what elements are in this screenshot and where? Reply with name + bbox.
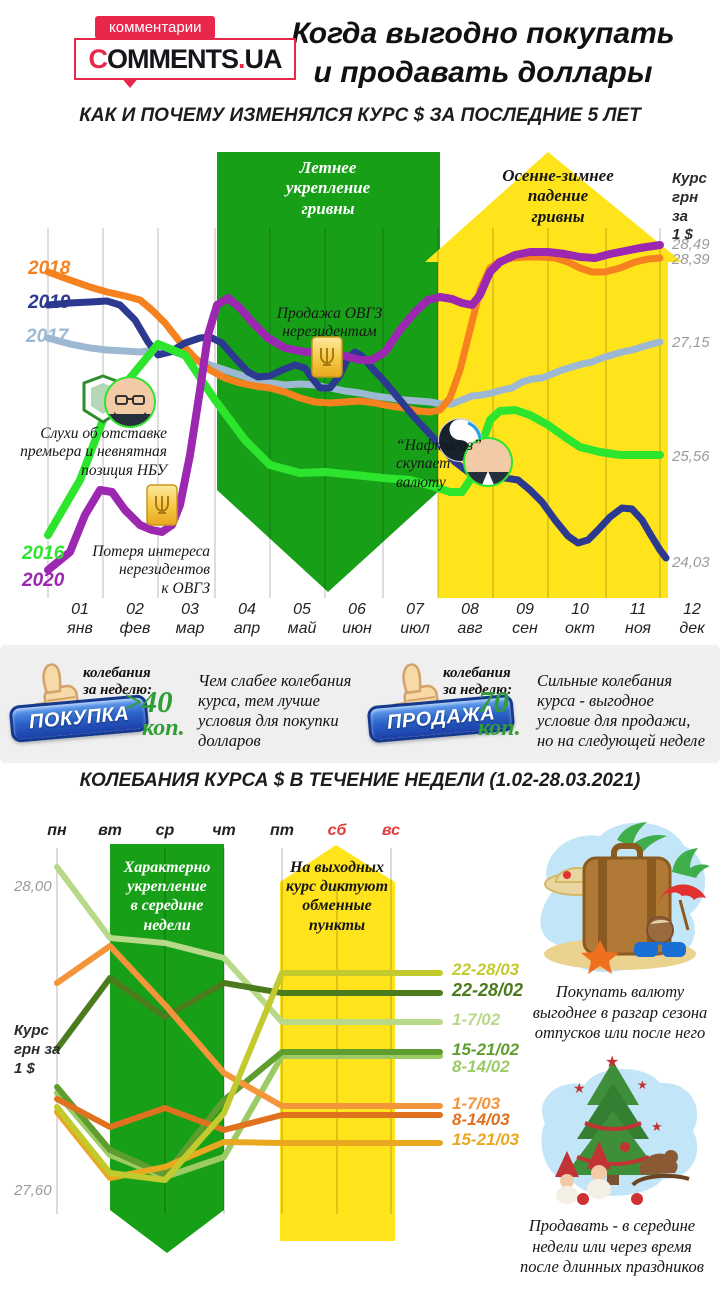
- legend-2018: 2018: [28, 258, 71, 279]
- annotation-ovgz-loss: Потеря интереса нерезидентов к ОВГЗ: [92, 543, 210, 597]
- line-1-7-02: [54, 864, 443, 1025]
- axis-value-2403: 24,03: [672, 554, 710, 571]
- month-sep: 09 сен: [512, 601, 538, 638]
- line-15-21-02: [54, 1049, 443, 1178]
- buy-value: >40: [124, 684, 173, 719]
- month-dec: 12 дек: [679, 601, 705, 638]
- page-title-line1: Когда выгодно покупать: [291, 17, 675, 50]
- weekday-mon: пн: [47, 822, 67, 839]
- month-jan: 01 янв: [67, 601, 93, 638]
- line-8-14-02: [54, 1053, 443, 1180]
- line-22-28-03: [54, 970, 443, 1183]
- line-8-14-03: [54, 1096, 443, 1133]
- buy-description: Чем слабее колебания курса, тем лучше ус…: [198, 671, 352, 751]
- weekday-gridlines: [56, 848, 392, 1214]
- line-2020: [44, 241, 664, 574]
- month-mar: 03 мар: [175, 601, 205, 638]
- five-year-rate-chart: [44, 152, 682, 598]
- month-nov: 11 ноя: [625, 601, 651, 638]
- brand-mid: OMMENTS: [106, 43, 239, 74]
- line-22-28-02: [54, 975, 443, 1052]
- week-label-15-21-03: 15-21/03: [452, 1130, 520, 1149]
- sell-description: Сильные колебания курса - выгодное услов…: [537, 671, 706, 751]
- autumn-arrow-title: Осенне-зимнее падение гривны: [502, 166, 614, 226]
- weekday-thu: чт: [212, 822, 236, 839]
- summer-arrow-title: Летнее укрепление гривны: [285, 158, 371, 218]
- axis-value-2839: 28,39: [672, 251, 710, 268]
- annotation-naftogaz: “Нафтогаз” скупает валюту: [396, 437, 482, 491]
- weekly-rate-chart: [54, 844, 443, 1253]
- ovgz-folder-icon: [146, 484, 178, 526]
- axis-value-2849: 28,49: [672, 236, 710, 253]
- svg-text:★: ★: [573, 1080, 586, 1096]
- line-1-7-03: [54, 943, 443, 1109]
- section2-title: КОЛЕБАНИЯ КУРСА $ В ТЕЧЕНИЕ НЕДЕЛИ (1.02…: [79, 770, 641, 791]
- week-axis-title: Курс грн за 1 $: [14, 1022, 61, 1077]
- naftogaz-logo-icon: [438, 418, 482, 462]
- week-label-22-28-02: 22-28/02: [452, 980, 524, 1000]
- weekday-fri: пт: [270, 822, 294, 839]
- week-label-15-21-02: 15-21/02: [452, 1040, 520, 1059]
- naftogaz-ceo-portrait-icon: [463, 437, 513, 487]
- weekday-sat: сб: [327, 822, 347, 839]
- sell-hint: колебания за неделю:: [443, 665, 513, 699]
- sell-value: 70: [478, 684, 509, 719]
- midweek-strengthening-arrow: [110, 844, 224, 1253]
- svg-text:★: ★: [605, 1054, 619, 1071]
- buy-hint: колебания за неделю:: [83, 665, 153, 699]
- month-may: 05 май: [287, 601, 317, 638]
- brand-dot: .: [237, 43, 245, 74]
- y-bottom-label: 27,60: [14, 1182, 52, 1199]
- brand-letter-c: C: [88, 43, 107, 74]
- vacation-suitcase-illustration: [540, 822, 710, 974]
- christmas-tree-illustration: ★ ★ ★ ★: [541, 1054, 698, 1205]
- y-top-label: 28,00: [14, 878, 52, 895]
- month-aug: 08 авг: [457, 601, 483, 638]
- week-label-8-14-03: 8-14/03: [452, 1110, 510, 1129]
- week-label-22-28-03: 22-28/03: [452, 960, 520, 979]
- page-title: Когда выгодно покупать и продавать долла…: [250, 14, 716, 92]
- line-15-21-03: [54, 1109, 443, 1181]
- month-feb: 02 фев: [119, 601, 151, 638]
- y-axis-title: Курс грн за 1 $: [672, 170, 707, 244]
- week-label-1-7-03: 1-7/03: [452, 1094, 501, 1113]
- buy-caption: Покупать валюту выгоднее в разгар сезона…: [532, 982, 708, 1043]
- month-apr: 04 апр: [233, 601, 261, 638]
- sell-unit: коп.: [478, 715, 521, 741]
- ovgz-folder-icon-2: [311, 336, 343, 378]
- annotation-ovgz-sale: Продажа ОВГЗ нерезидентам: [276, 305, 383, 341]
- midweek-arrow-title: Характерно укрепление в середине недели: [123, 859, 211, 934]
- axis-value-2556: 25,56: [672, 448, 710, 465]
- weekday-sun: вс: [381, 822, 401, 839]
- weekend-arrow-title: На выходных курс диктуют обменные пункты: [285, 859, 389, 934]
- axis-value-2715: 27,15: [672, 334, 710, 351]
- svg-text:★: ★: [637, 1078, 648, 1092]
- weekday-wed: ср: [155, 822, 175, 839]
- month-jun: 06 июн: [342, 601, 372, 638]
- section1-title: КАК И ПОЧЕМУ ИЗМЕНЯЛСЯ КУРС $ ЗА ПОСЛЕДН…: [79, 105, 641, 126]
- week-label-1-7-02: 1-7/02: [452, 1010, 501, 1029]
- sell-caption: Продавать - в середине недели или через …: [520, 1216, 704, 1277]
- line-2018: [44, 253, 664, 416]
- brand-tag: комментарии: [95, 16, 216, 39]
- legend-2017: 2017: [26, 326, 69, 347]
- brand-logo: C OMMENTS. UA: [74, 38, 296, 80]
- buy-unit: коп.: [142, 715, 185, 741]
- month-jul: 07 июл: [400, 601, 430, 638]
- legend-2019: 2019: [28, 292, 71, 313]
- page-title-line2: и продавать доллары: [313, 56, 653, 89]
- legend-2016: 2016: [22, 543, 65, 564]
- week-label-8-14-02: 8-14/02: [452, 1057, 510, 1076]
- brand-ua: UA: [244, 43, 283, 74]
- weekday-tue: вт: [98, 822, 122, 839]
- line-2016: [44, 340, 664, 539]
- premier-portrait-icon: [104, 376, 156, 428]
- annotation-premier-rumors: Слухи об отставке премьера и невнятная п…: [20, 425, 167, 479]
- month-oct: 10 окт: [565, 601, 595, 638]
- svg-text:★: ★: [651, 1119, 663, 1134]
- legend-2020: 2020: [22, 570, 65, 591]
